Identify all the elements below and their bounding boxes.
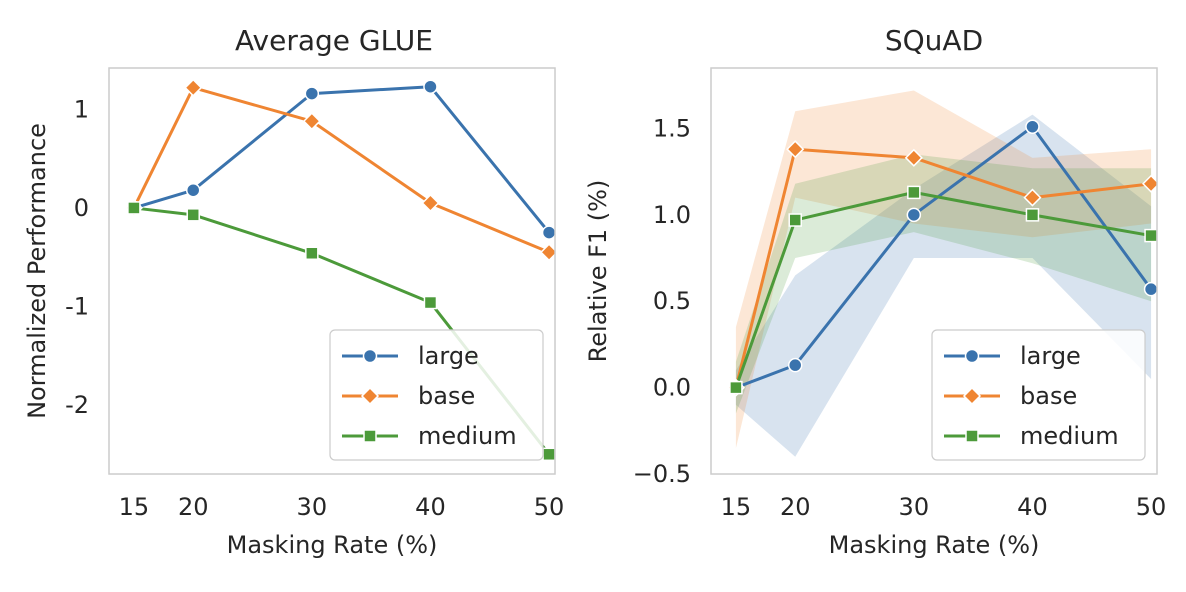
point-large bbox=[423, 79, 438, 94]
chart-average-glue: Average GLUE 15 20 30 40 50 1 0 -1 -2 Masking R… bbox=[23, 24, 564, 559]
legend-label-medium: medium bbox=[1020, 422, 1119, 450]
x-tick-label: 20 bbox=[780, 493, 811, 521]
point-large bbox=[1143, 281, 1157, 297]
y-tick-label: 0 bbox=[74, 194, 89, 222]
legend-marker-base bbox=[962, 386, 982, 406]
point-base bbox=[302, 112, 321, 131]
y-tick-labels: 1.5 1.0 0.5 0.0 −0.5 bbox=[633, 114, 691, 488]
point-base bbox=[786, 140, 805, 159]
band-medium bbox=[735, 154, 1152, 414]
series-markers bbox=[124, 78, 555, 462]
y-axis-label: Normalized Performance bbox=[23, 123, 51, 419]
point-medium bbox=[788, 213, 802, 227]
point-base bbox=[1023, 188, 1042, 207]
point-medium bbox=[186, 208, 200, 222]
y-tick-label: -2 bbox=[65, 391, 89, 419]
plot-frame bbox=[710, 67, 1158, 475]
y-tick-label: 1 bbox=[74, 95, 89, 123]
x-tick-label: 50 bbox=[1136, 493, 1167, 521]
point-large bbox=[185, 182, 201, 198]
point-base bbox=[904, 148, 923, 167]
x-tick-labels: 15 20 30 40 50 bbox=[721, 493, 1167, 521]
legend-label-medium: medium bbox=[418, 422, 517, 450]
point-large bbox=[1025, 119, 1040, 134]
y-tick-label: -1 bbox=[65, 292, 89, 320]
x-axis-label: Masking Rate (%) bbox=[227, 531, 438, 559]
x-tick-labels: 15 20 30 40 50 bbox=[119, 493, 565, 521]
plot-frame bbox=[108, 67, 556, 475]
y-tick-label: −0.5 bbox=[633, 460, 691, 488]
legend-marker-medium bbox=[965, 429, 979, 443]
chart-title: Average GLUE bbox=[235, 24, 433, 57]
legend-label-base: base bbox=[1020, 382, 1077, 410]
point-large bbox=[787, 357, 803, 373]
y-tick-label: 1.5 bbox=[653, 114, 691, 142]
chart-title: SQuAD bbox=[885, 24, 983, 57]
point-medium bbox=[423, 295, 438, 310]
point-base bbox=[421, 193, 440, 213]
point-medium bbox=[729, 380, 743, 395]
y-tick-labels: 1 0 -1 -2 bbox=[65, 95, 89, 419]
y-tick-label: 1.0 bbox=[653, 201, 691, 229]
x-tick-label: 50 bbox=[534, 493, 565, 521]
x-tick-label: 30 bbox=[899, 493, 930, 521]
point-medium bbox=[1025, 208, 1040, 222]
line-base bbox=[132, 86, 550, 254]
legend-box bbox=[931, 329, 1146, 461]
x-tick-label: 15 bbox=[721, 493, 752, 521]
band-base bbox=[735, 90, 1152, 449]
legend-label-base: base bbox=[418, 382, 475, 410]
point-large bbox=[541, 225, 555, 240]
legend-box bbox=[329, 329, 544, 461]
band-large bbox=[735, 114, 1152, 457]
y-tick-label: 0.0 bbox=[653, 374, 691, 402]
x-tick-label: 30 bbox=[297, 493, 328, 521]
point-large bbox=[906, 207, 922, 223]
legend-marker-large bbox=[964, 348, 980, 364]
point-base bbox=[184, 78, 203, 97]
legend: large base medium bbox=[329, 329, 544, 461]
point-medium bbox=[305, 246, 319, 261]
y-axis-label: Relative F1 (%) bbox=[584, 180, 612, 363]
x-tick-label: 40 bbox=[1017, 493, 1048, 521]
point-medium bbox=[542, 447, 555, 462]
legend-label-large: large bbox=[418, 342, 479, 370]
legend-marker-medium bbox=[363, 429, 377, 443]
legend-label-large: large bbox=[1020, 342, 1081, 370]
legend: large base medium bbox=[931, 329, 1146, 461]
confidence-bands bbox=[735, 90, 1152, 457]
legend-marker-base bbox=[360, 386, 380, 406]
x-tick-label: 20 bbox=[178, 493, 209, 521]
point-medium bbox=[1144, 228, 1157, 243]
y-tick-label: 0.5 bbox=[653, 287, 691, 315]
chart-squad: SQuAD 15 20 30 40 50 1.5 1.0 0.5 0.0 −0.5 Maskin… bbox=[584, 24, 1166, 559]
series-markers bbox=[726, 119, 1157, 397]
x-axis-label: Masking Rate (%) bbox=[829, 531, 1040, 559]
legend-marker-large bbox=[362, 348, 378, 364]
point-medium bbox=[127, 201, 141, 215]
x-tick-label: 15 bbox=[119, 493, 150, 521]
point-large bbox=[304, 86, 320, 101]
point-medium bbox=[907, 185, 921, 200]
x-tick-label: 40 bbox=[415, 493, 446, 521]
